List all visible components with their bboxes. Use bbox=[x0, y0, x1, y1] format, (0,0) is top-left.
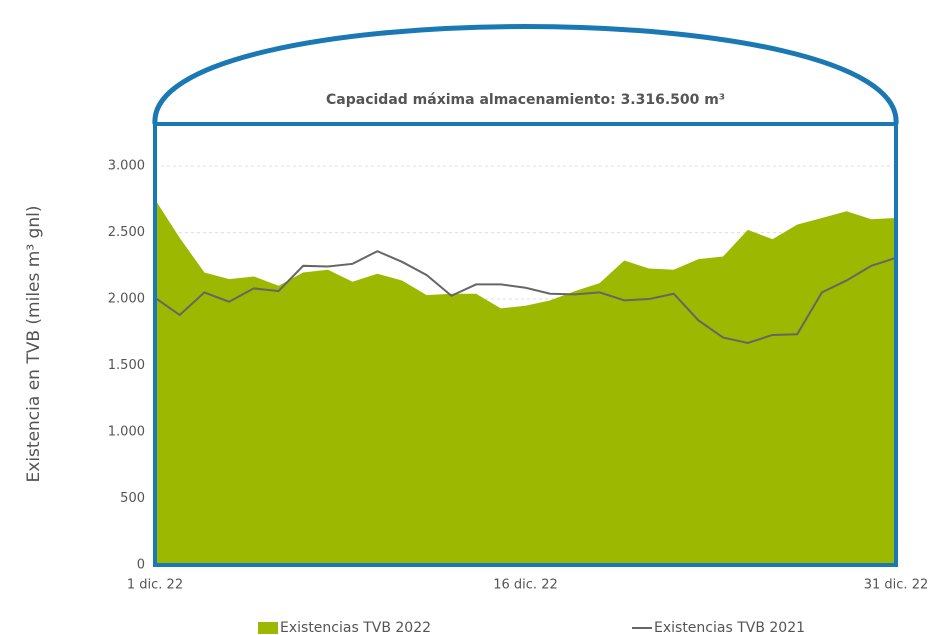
y-tick-label: 2.000 bbox=[108, 292, 145, 307]
legend-label: Existencias TVB 2021 bbox=[654, 620, 805, 635]
x-tick-label: 16 dic. 22 bbox=[493, 578, 558, 593]
x-tick-label: 31 dic. 22 bbox=[864, 578, 929, 593]
y-tick-label: 500 bbox=[120, 491, 145, 506]
y-tick-label: 0 bbox=[137, 558, 145, 573]
y-tick-label: 1.500 bbox=[108, 358, 145, 373]
y-tick-label: 3.000 bbox=[108, 159, 145, 174]
x-tick-label: 1 dic. 22 bbox=[127, 578, 183, 593]
annotation: Capacidad máxima almacenamiento: 3.316.5… bbox=[326, 92, 725, 108]
area bbox=[155, 199, 896, 565]
y-tick-label: 2.500 bbox=[108, 225, 145, 240]
tank bbox=[153, 122, 898, 567]
tank-roof bbox=[152, 24, 899, 125]
legend-label: Existencias TVB 2022 bbox=[280, 620, 431, 635]
y-tick-label: 1.000 bbox=[108, 425, 145, 440]
line bbox=[154, 250, 897, 344]
legend-swatch bbox=[258, 622, 278, 634]
y-axis-label: Existencia en TVB (miles m³ gnl) bbox=[24, 206, 44, 483]
